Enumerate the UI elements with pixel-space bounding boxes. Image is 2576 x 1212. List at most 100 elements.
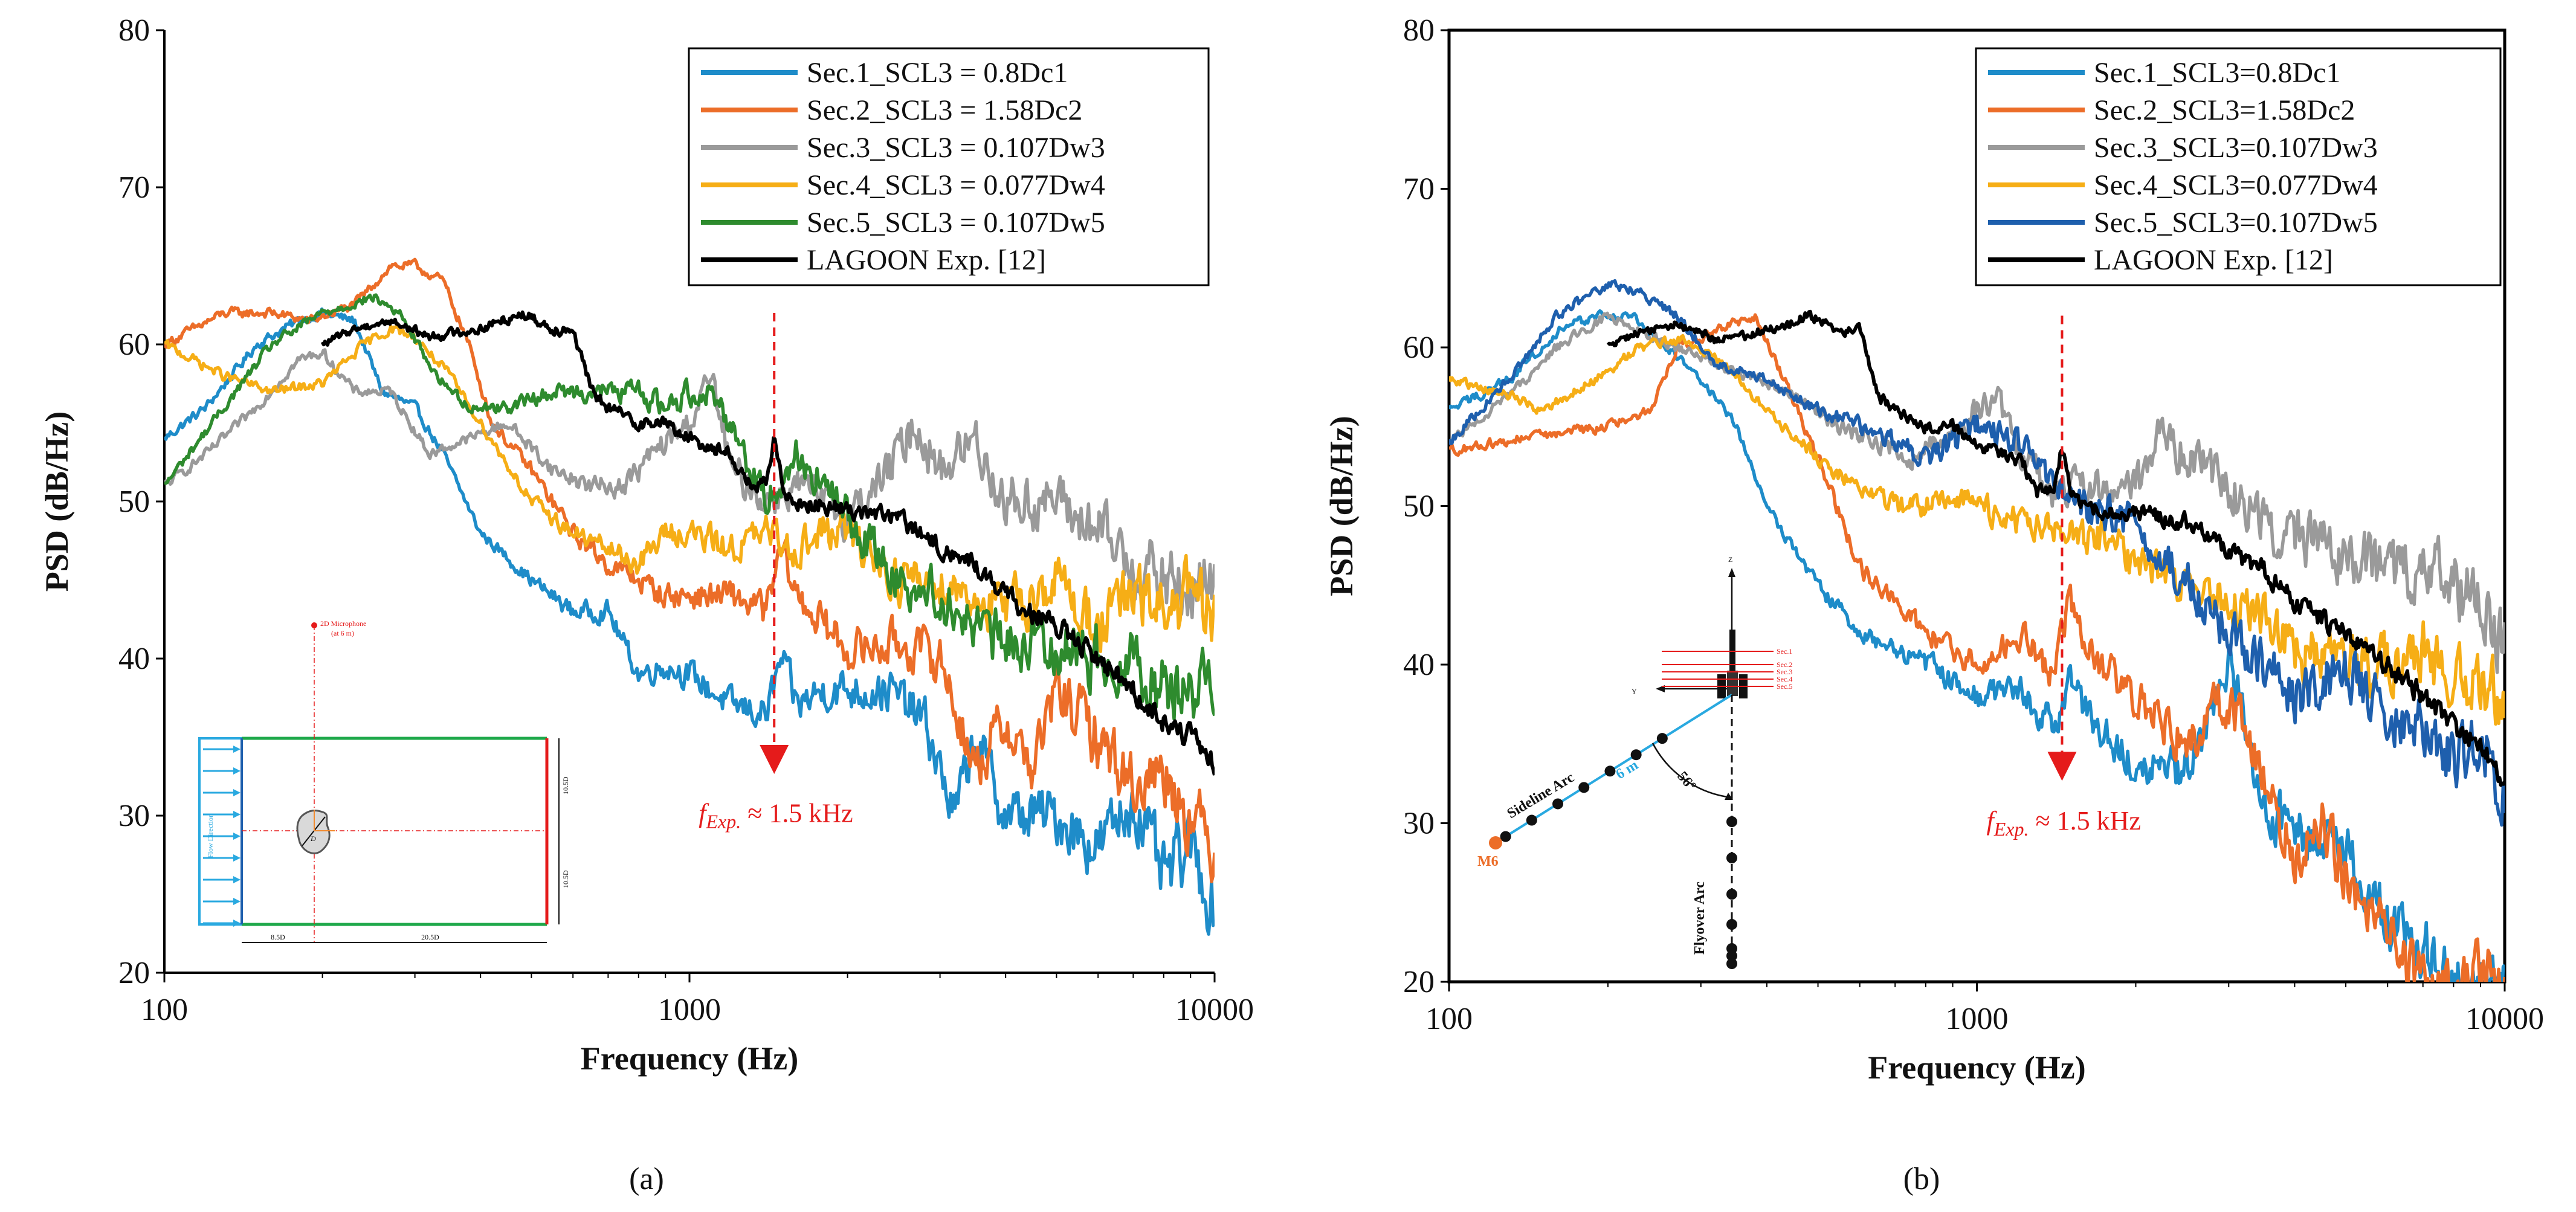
legend-entry: Sec.1_SCL3=0.8Dc1 xyxy=(2094,57,2340,89)
flow-arrowhead xyxy=(233,833,240,840)
flow-arrowhead xyxy=(233,920,240,927)
annotation-label: fExp. ≈ 1.5 kHz xyxy=(699,798,853,832)
flow-arrowhead xyxy=(233,898,240,905)
mic-point xyxy=(1726,958,1737,969)
mic-point xyxy=(1552,798,1564,810)
gear-strut xyxy=(1729,630,1735,677)
microphone-label: 2D Microphone xyxy=(320,619,366,628)
y-tick-label: 40 xyxy=(1403,648,1435,682)
section-label: Sec.4 xyxy=(1777,675,1792,683)
x-tick-label: 10000 xyxy=(2465,1002,2544,1036)
legend-entry: Sec.1_SCL3 = 0.8Dc1 xyxy=(807,57,1068,89)
flyover-label: Flyover Arc xyxy=(1692,882,1708,955)
inset-domain-diagram: Flow Direction 2D Microphone(at 6 m) D 8.5D… xyxy=(193,619,592,972)
section-label: Sec.2 xyxy=(1777,660,1792,669)
chart-panel-b: 20 30 40 50 60 70 80 100 1000 10000 Frequency (Hz)… xyxy=(1323,13,2544,1196)
mic-point xyxy=(1500,831,1511,842)
legend-entry: Sec.2_SCL3 = 1.58Dc2 xyxy=(807,94,1082,126)
mic-point xyxy=(1726,950,1737,961)
dim-right-label: 20.5D xyxy=(421,933,439,941)
section-label: Sec.5 xyxy=(1777,682,1792,691)
series-line xyxy=(1449,334,2505,726)
mic-point xyxy=(1656,733,1668,744)
mic-point xyxy=(1630,749,1642,761)
flow-arrowhead xyxy=(233,811,240,818)
x-tick-label: 1000 xyxy=(658,993,721,1027)
distance-label: 6 m xyxy=(1613,757,1641,782)
series-group xyxy=(164,257,1215,936)
legend-entry: Sec.5_SCL3 = 0.107Dw5 xyxy=(807,207,1105,239)
legend-box xyxy=(688,47,1210,286)
legend-entry: LAGOON Exp. [12] xyxy=(807,244,1046,276)
y-tick-label: 70 xyxy=(1403,172,1435,207)
y-tick-label: 60 xyxy=(1403,330,1435,365)
annotation-arrow xyxy=(2047,752,2077,781)
panel-caption: (b) xyxy=(1903,1162,1940,1196)
series-line xyxy=(164,307,1215,936)
mic-point xyxy=(1526,814,1537,826)
annotation-label: fExp. ≈ 1.5 kHz xyxy=(1986,806,2140,840)
y-tick-label: 60 xyxy=(118,327,150,362)
angle-label: 56° xyxy=(1674,769,1699,794)
series-line xyxy=(164,324,1215,653)
legend-entry: LAGOON Exp. [12] xyxy=(2094,244,2333,276)
mic-point xyxy=(1726,919,1737,930)
series-line xyxy=(164,293,1215,721)
body-label: D xyxy=(310,834,316,843)
body-diameter xyxy=(302,816,326,846)
mic-point xyxy=(1726,889,1737,900)
y-tick-label: 20 xyxy=(1403,965,1435,999)
legend: Sec.1_SCL3=0.8Dc1 Sec.2_SCL3=1.58Dc2 Sec.3… xyxy=(1975,47,2502,286)
series-line xyxy=(1449,313,2505,982)
chart-panel-a: 20 30 40 50 60 70 80 100 1000 10000 Frequency (Hz)… xyxy=(39,13,1254,1196)
y-tick-label: 50 xyxy=(118,485,150,519)
y-axis-title: PSD (dB/Hz) xyxy=(39,411,75,592)
legend-entry: Sec.4_SCL3 = 0.077Dw4 xyxy=(807,169,1105,201)
inset-background xyxy=(193,718,592,972)
series-group xyxy=(1449,279,2505,982)
flow-arrowhead xyxy=(233,746,240,753)
x-tick-label: 100 xyxy=(141,993,188,1027)
flow-direction-label: Flow Direction xyxy=(206,814,215,858)
flow-arrowhead xyxy=(233,876,240,883)
flow-arrowhead xyxy=(233,789,240,796)
annotation-arrow xyxy=(760,745,789,774)
x-axis-title: Frequency (Hz) xyxy=(581,1040,798,1077)
mic-point xyxy=(1604,766,1616,777)
mic-point xyxy=(1726,816,1737,827)
y-tick-label: 30 xyxy=(1403,807,1435,841)
section-label: Sec.1 xyxy=(1777,647,1792,656)
legend-entry: Sec.4_SCL3=0.077Dw4 xyxy=(2094,169,2378,201)
y-axis-label: Y xyxy=(1632,687,1637,695)
x-tick-label: 10000 xyxy=(1175,993,1254,1027)
mic-m6-label: M6 xyxy=(1477,854,1499,869)
angle-arrowhead xyxy=(1725,793,1733,800)
mic-m6-point xyxy=(1489,836,1502,849)
y-tick-label: 80 xyxy=(118,13,150,48)
series-line xyxy=(320,310,1215,776)
y-tick-label: 20 xyxy=(118,956,150,990)
y-tick-label: 40 xyxy=(118,642,150,676)
legend-box xyxy=(1975,47,2502,286)
gear-wheel xyxy=(1727,671,1738,696)
series-line xyxy=(1449,311,2505,674)
panel-caption: (a) xyxy=(629,1162,664,1196)
y-tick-label: 70 xyxy=(118,170,150,205)
legend: Sec.1_SCL3 = 0.8Dc1 Sec.2_SCL3 = 1.58Dc2 S… xyxy=(688,47,1210,286)
dim-bottom-label: 10.5D xyxy=(561,870,570,888)
legend-entry: Sec.3_SCL3=0.107Dw3 xyxy=(2094,132,2378,164)
series-line xyxy=(164,348,1215,619)
flow-arrowhead xyxy=(233,767,240,775)
mic-point xyxy=(1726,853,1737,863)
y-tick-label: 80 xyxy=(1403,13,1435,48)
mic-point xyxy=(1578,782,1590,793)
series-line xyxy=(1606,309,2505,787)
legend-entry: Sec.5_SCL3=0.107Dw5 xyxy=(2094,207,2378,239)
series-line xyxy=(1449,279,2505,827)
microphone-icon xyxy=(311,622,317,628)
legend-entry: Sec.2_SCL3=1.58Dc2 xyxy=(2094,94,2355,126)
dim-left-label: 8.5D xyxy=(271,933,285,941)
section-label: Sec.3 xyxy=(1777,668,1792,676)
